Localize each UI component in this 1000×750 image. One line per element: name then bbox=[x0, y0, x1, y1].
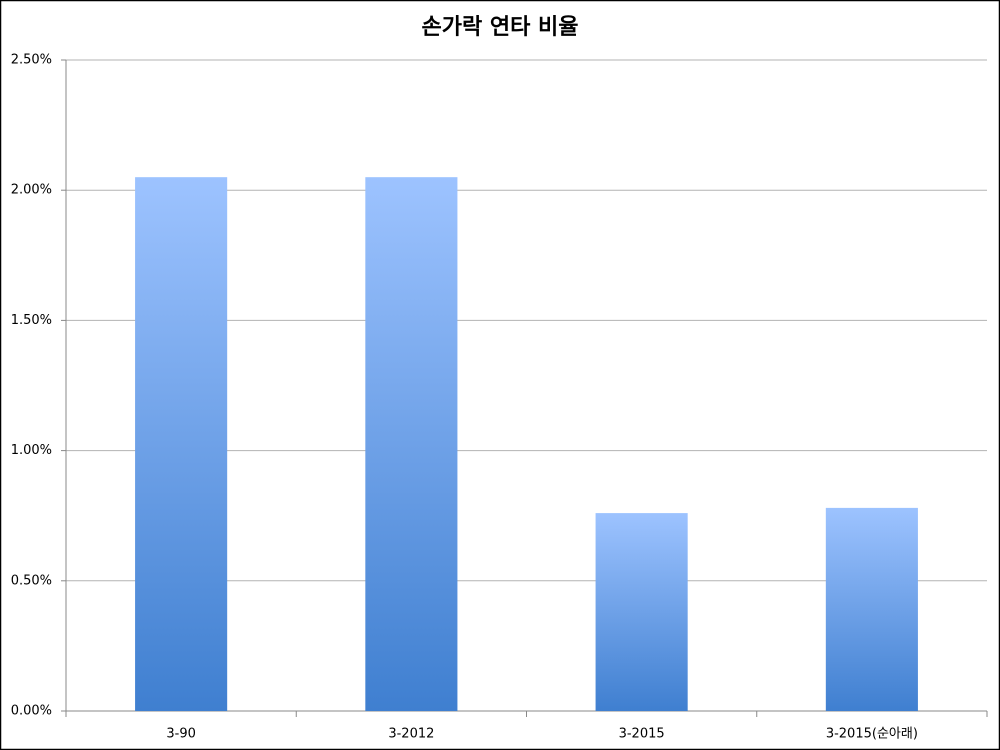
y-tick-label: 0.50% bbox=[11, 573, 52, 588]
y-tick-label: 1.00% bbox=[11, 443, 52, 458]
y-tick-label: 1.50% bbox=[11, 313, 52, 328]
x-tick-label: 3-2015 bbox=[619, 727, 665, 742]
chart-title: 손가락 연타 비율 bbox=[422, 15, 579, 40]
x-tick-label: 3-90 bbox=[166, 727, 196, 742]
bar bbox=[365, 177, 458, 711]
y-tick-label: 2.50% bbox=[11, 53, 52, 68]
bar bbox=[135, 177, 228, 711]
bar bbox=[595, 513, 688, 711]
x-tick-label: 3-2012 bbox=[388, 727, 434, 742]
x-tick-label: 3-2015(순아래) bbox=[826, 727, 918, 742]
y-tick-label: 2.00% bbox=[11, 183, 52, 198]
y-tick-label: 0.00% bbox=[11, 704, 52, 719]
bar bbox=[825, 507, 918, 711]
